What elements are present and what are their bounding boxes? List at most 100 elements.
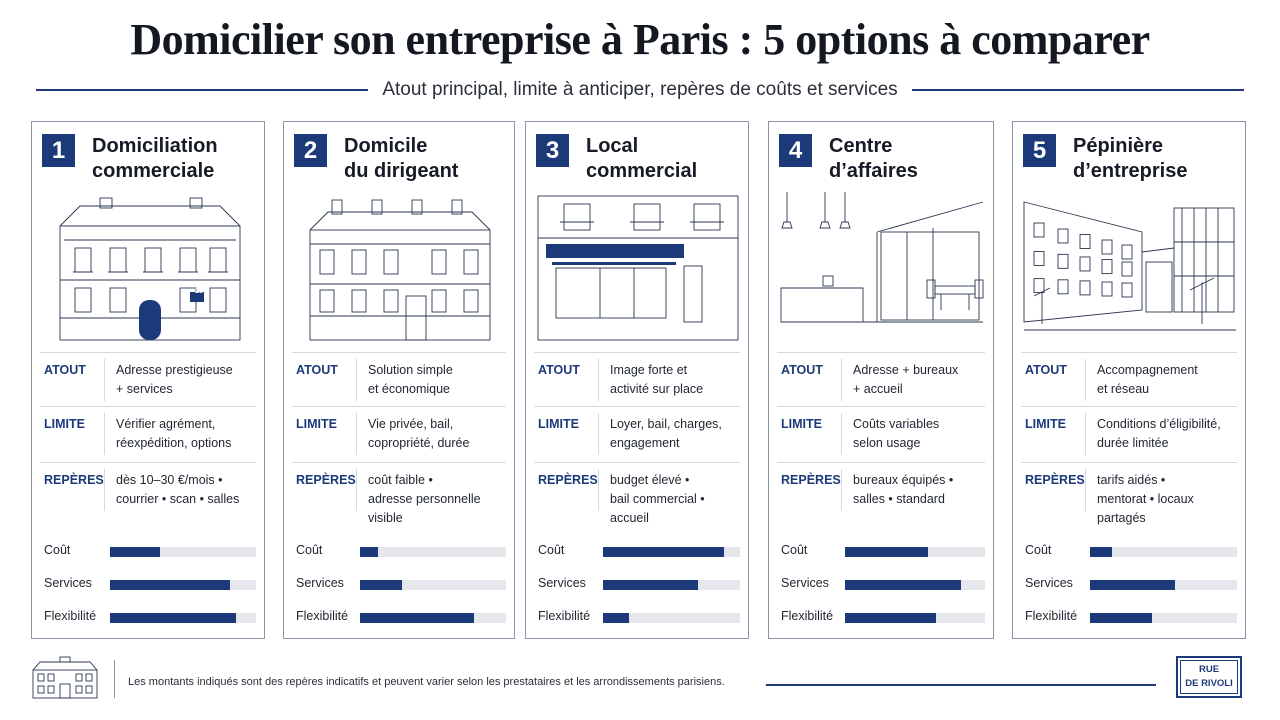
row-value-limite: Vie privée, bail, copropriété, durée (368, 417, 470, 450)
row-value-limite: Conditions d’éligibilité, durée limitée (1097, 417, 1221, 450)
row-atout: ATOUT Solution simple et économique (292, 352, 506, 407)
metric-fill-cout (603, 547, 724, 557)
metric-label-flexibilite: Flexibilité (44, 609, 97, 623)
option-title: Local commercial (586, 135, 698, 182)
metric-label-services: Services (538, 576, 586, 590)
row-value-reperes: tarifs aidés • mentorat • locaux partagé… (1097, 473, 1194, 525)
metric-fill-cout (110, 547, 160, 557)
metric-label-services: Services (296, 576, 344, 590)
footnote: Les montants indiqués sont des repères i… (128, 676, 725, 688)
row-atout: ATOUT Adresse prestigieuse + services (40, 352, 256, 407)
metric-flexibilite: Flexibilité (538, 606, 740, 639)
row-divider (1085, 469, 1086, 511)
metric-track (360, 580, 506, 590)
row-label-reperes: REPÈRES (296, 473, 356, 487)
row-divider (598, 413, 599, 455)
row-limite: LIMITE Loyer, bail, charges, engagement (534, 406, 740, 461)
row-label-reperes: REPÈRES (1025, 473, 1085, 487)
metric-label-cout: Coût (44, 543, 71, 557)
metric-label-cout: Coût (1025, 543, 1052, 557)
metric-fill-flexibilite (603, 613, 629, 623)
footer-divider (114, 660, 115, 698)
metric-flexibilite: Flexibilité (781, 606, 985, 639)
metric-cout: Coût (44, 540, 256, 573)
metric-fill-cout (1090, 547, 1112, 557)
row-reperes: REPÈRES bureaux équipés • salles • standa… (777, 462, 985, 517)
subtitle-rule-right (911, 89, 1245, 91)
metric-flexibilite: Flexibilité (44, 606, 256, 639)
metric-label-flexibilite: Flexibilité (538, 609, 591, 623)
metric-label-cout: Coût (538, 543, 565, 557)
metric-track (603, 613, 740, 623)
option-card-5: 5 Pépinière d’entreprise ATOUT Accompagnem… (1012, 121, 1246, 639)
row-value-limite: Loyer, bail, charges, engagement (610, 417, 722, 450)
metric-track (110, 613, 256, 623)
metric-fill-flexibilite (1090, 613, 1152, 623)
row-divider (841, 413, 842, 455)
business-center-icon (777, 192, 987, 347)
option-title: Domiciliation commerciale (92, 135, 218, 182)
metric-cout: Coût (538, 540, 740, 573)
row-label-atout: ATOUT (44, 363, 86, 377)
row-label-reperes: REPÈRES (44, 473, 104, 487)
row-label-atout: ATOUT (1025, 363, 1067, 377)
row-divider (1085, 359, 1086, 401)
street-sign: RUE DE RIVOLI (1176, 656, 1242, 698)
option-title: Pépinière d’entreprise (1073, 135, 1188, 182)
metric-services: Services (1025, 573, 1237, 606)
row-divider (104, 469, 105, 511)
row-divider (1085, 413, 1086, 455)
metric-label-cout: Coût (296, 543, 323, 557)
row-value-atout: Adresse prestigieuse + services (116, 363, 233, 396)
apartment-building-icon (292, 192, 508, 347)
row-label-limite: LIMITE (296, 417, 337, 431)
metric-services: Services (296, 573, 506, 606)
metric-label-flexibilite: Flexibilité (1025, 609, 1078, 623)
option-number-badge: 3 (536, 134, 569, 167)
row-label-limite: LIMITE (1025, 417, 1066, 431)
row-atout: ATOUT Image forte et activité sur place (534, 352, 740, 407)
metric-label-services: Services (781, 576, 829, 590)
street-sign-line1: RUE (1198, 664, 1220, 675)
metrics-block: Coût Services Flexibilité (44, 540, 256, 639)
option-card-3: 3 Local commercial ATOUT Image forte et ac… (525, 121, 749, 639)
row-divider (104, 359, 105, 401)
option-title: Domicile du dirigeant (344, 135, 459, 182)
metric-track (845, 613, 985, 623)
metric-cout: Coût (296, 540, 506, 573)
metric-track (1090, 580, 1237, 590)
row-atout: ATOUT Accompagnement et réseau (1021, 352, 1237, 407)
row-limite: LIMITE Conditions d’éligibilité, durée li… (1021, 406, 1237, 461)
metric-track (360, 547, 506, 557)
metric-track (845, 547, 985, 557)
row-value-limite: Coûts variables selon usage (853, 417, 940, 450)
row-divider (598, 469, 599, 511)
metric-track (110, 547, 256, 557)
row-atout: ATOUT Adresse + bureaux + accueil (777, 352, 985, 407)
row-limite: LIMITE Vérifier agrément, réexpédition, o… (40, 406, 256, 461)
row-label-reperes: REPÈRES (781, 473, 841, 487)
row-value-atout: Adresse + bureaux + accueil (853, 363, 959, 396)
row-divider (598, 359, 599, 401)
metrics-block: Coût Services Flexibilité (296, 540, 506, 639)
metric-label-services: Services (1025, 576, 1073, 590)
metric-track (603, 547, 740, 557)
option-card-2: 2 Domicile du dirigeant ATOUT Solution sim… (283, 121, 515, 639)
metric-fill-flexibilite (110, 613, 236, 623)
row-value-reperes: dès 10–30 €/mois • courrier • scan • sal… (116, 473, 240, 506)
row-divider (356, 469, 357, 511)
metric-label-services: Services (44, 576, 92, 590)
metric-fill-flexibilite (845, 613, 936, 623)
metric-track (1090, 547, 1237, 557)
footer-rule (766, 684, 1156, 686)
row-label-limite: LIMITE (781, 417, 822, 431)
row-reperes: REPÈRES coût faible • adresse personnelle… (292, 462, 506, 525)
door-number-plate: 28 (195, 288, 203, 295)
row-limite: LIMITE Vie privée, bail, copropriété, dur… (292, 406, 506, 461)
row-label-limite: LIMITE (538, 417, 579, 431)
subtitle-row: Atout principal, limite à anticiper, rep… (36, 76, 1245, 104)
option-title: Centre d’affaires (829, 135, 918, 182)
option-number-badge: 1 (42, 134, 75, 167)
metric-flexibilite: Flexibilité (296, 606, 506, 639)
metric-cout: Coût (1025, 540, 1237, 573)
